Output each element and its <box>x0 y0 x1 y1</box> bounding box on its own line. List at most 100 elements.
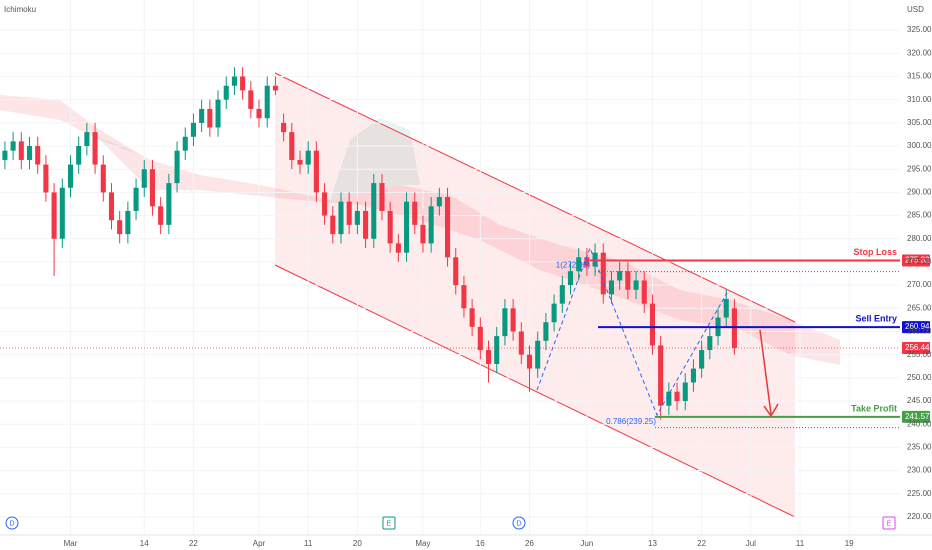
candle-body <box>600 252 606 295</box>
arrow-head <box>763 403 779 418</box>
candle-body <box>469 308 475 327</box>
y-tick-label: 260.00 <box>907 327 932 336</box>
candle-body <box>256 108 262 119</box>
candle-body <box>608 280 615 295</box>
candle-body <box>100 164 106 193</box>
candle-body <box>305 150 311 165</box>
candle-body <box>297 159 303 165</box>
y-tick-label: 245.00 <box>907 396 932 405</box>
candle-body <box>67 164 74 188</box>
y-tick-label: 305.00 <box>907 118 932 127</box>
candle-body <box>2 150 8 160</box>
candle-body <box>699 350 705 369</box>
candle-body <box>182 136 188 151</box>
x-tick-label: 26 <box>525 539 534 548</box>
candle-body <box>125 210 131 235</box>
x-tick-label: Jul <box>746 539 756 548</box>
candle-body <box>494 336 500 364</box>
price-box-label: 275.32 <box>905 256 930 265</box>
x-tick-label: May <box>415 539 430 548</box>
candle-body <box>485 350 492 364</box>
channel-lower <box>274 264 796 518</box>
y-tick-label: 290.00 <box>907 188 932 197</box>
candle-body <box>436 197 442 207</box>
candle-body <box>395 243 401 253</box>
price-box <box>902 341 930 354</box>
price-box-label: 260.94 <box>905 322 930 331</box>
overlay: 256.44 Stop Loss 275.32 Sell Entry 260.94 Tak… <box>0 247 930 530</box>
event-label: E <box>387 520 392 527</box>
candle-body <box>190 122 196 137</box>
event-label: E <box>887 520 892 527</box>
indicator-label: Ichimoku <box>4 5 36 14</box>
candle-body <box>231 76 237 86</box>
candle-body <box>322 192 328 216</box>
candle-body <box>707 336 713 351</box>
fib-label: 1(272.92) <box>556 261 591 270</box>
x-tick-label: 16 <box>476 539 485 548</box>
x-tick-label: 11 <box>796 539 805 548</box>
x-tick-label: 22 <box>189 539 198 548</box>
candle-body <box>207 108 213 128</box>
candle-body <box>59 187 65 239</box>
candle-body <box>199 108 205 123</box>
event-marker <box>5 516 19 530</box>
candle-body <box>477 326 483 351</box>
ichimoku-cloud-green <box>90 118 420 200</box>
price-box-label: 256.44 <box>905 343 930 352</box>
candle-body <box>731 308 737 348</box>
candle-body <box>584 257 590 267</box>
price-box <box>902 254 930 267</box>
candle-body <box>133 187 139 211</box>
event-marker <box>512 516 526 530</box>
candle-body <box>363 210 369 239</box>
candle-body <box>92 132 98 165</box>
y-tick-label: 220.00 <box>907 512 932 521</box>
candle-body <box>543 322 549 341</box>
candle-body <box>215 99 221 128</box>
currency-label: USD <box>907 5 924 14</box>
y-tick-label: 325.00 <box>907 25 932 34</box>
candle-body <box>174 150 180 184</box>
candle-body <box>76 146 82 165</box>
y-tick-label: 315.00 <box>907 72 932 81</box>
candle-body <box>625 271 631 290</box>
candle-body <box>141 169 147 188</box>
y-tick-label: 255.00 <box>907 350 932 359</box>
candle-body <box>330 215 336 235</box>
candle-body <box>641 280 647 304</box>
price-box <box>902 410 930 423</box>
candle-body <box>453 257 459 286</box>
candle-body <box>526 354 533 369</box>
x-tick-label: Apr <box>253 539 266 548</box>
y-tick-label: 275.00 <box>907 257 932 266</box>
candle-body <box>108 192 115 221</box>
candle-body <box>576 257 582 272</box>
candle-body <box>510 308 516 332</box>
x-tick-label: Jun <box>580 539 593 548</box>
candle-body <box>223 85 229 100</box>
candle-body <box>502 308 508 337</box>
price-box <box>902 321 930 334</box>
candle-body <box>559 285 565 304</box>
candle-body <box>248 90 254 109</box>
candle-body <box>723 299 729 318</box>
level-name: Sell Entry <box>855 313 897 323</box>
candle-body <box>518 331 524 355</box>
candle-body <box>149 169 155 207</box>
candle-body <box>682 382 688 402</box>
candle-body <box>240 76 246 91</box>
y-tick-label: 285.00 <box>907 211 932 220</box>
y-tick-label: 280.00 <box>907 234 932 243</box>
level-name: Take Profit <box>851 403 897 413</box>
y-tick-label: 225.00 <box>907 489 932 498</box>
candle-body <box>420 224 426 244</box>
candle-body <box>387 210 393 244</box>
candle-body <box>346 201 352 225</box>
candle-body <box>567 271 574 286</box>
event-marker <box>882 516 896 530</box>
y-tick-label: 250.00 <box>907 373 932 382</box>
y-tick-label: 230.00 <box>907 466 932 475</box>
